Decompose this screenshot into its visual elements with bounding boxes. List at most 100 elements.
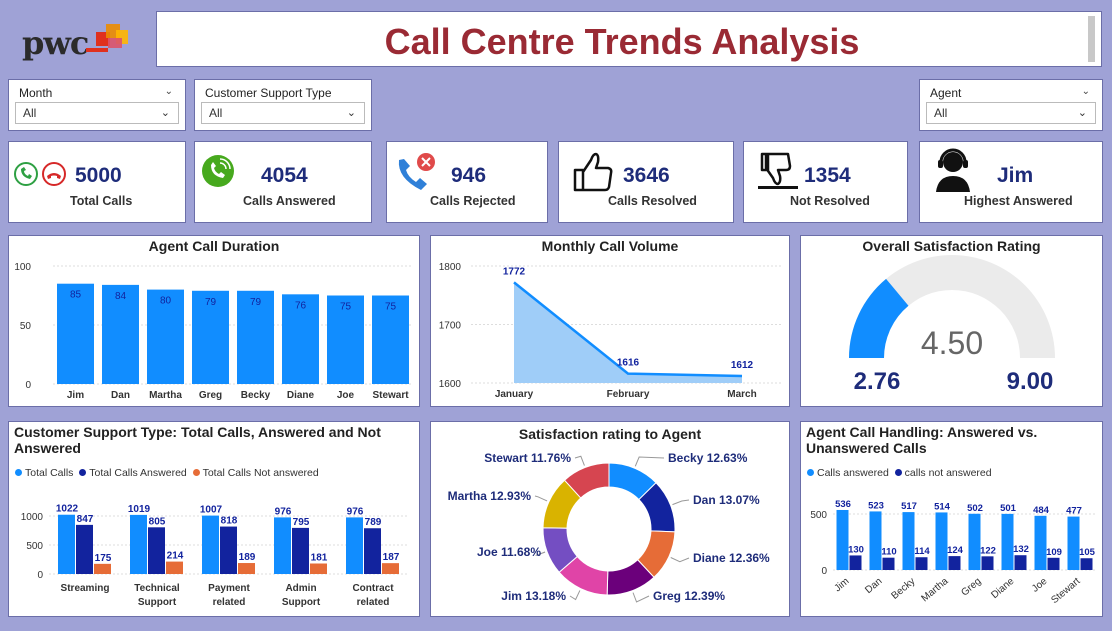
data-label: 214: [167, 551, 184, 562]
data-label: 1019: [128, 504, 151, 515]
title-bar: Call Centre Trends Analysis: [156, 11, 1102, 67]
bar: [382, 563, 399, 574]
data-label: 187: [383, 552, 400, 563]
x-tick-label: Dan: [863, 576, 884, 596]
kpi-label: Not Resolved: [790, 194, 870, 208]
slice-label: Stewart 11.76%: [484, 451, 571, 465]
x-tick-label: Technical: [134, 583, 180, 594]
y-tick-label: 1000: [21, 512, 44, 523]
data-label: 122: [980, 545, 996, 556]
x-tick-label: related: [213, 597, 246, 608]
bar: [274, 517, 291, 574]
chevron-down-icon: ⌄: [1077, 107, 1087, 119]
kpi-calls-resolved: 3646 Calls Resolved: [558, 141, 734, 223]
data-label: 110: [881, 547, 896, 558]
kpi-label: Calls Answered: [243, 194, 336, 208]
x-tick-label: Jim: [67, 390, 84, 401]
x-tick-label: Diane: [287, 390, 315, 401]
kpi-value: Jim: [997, 164, 1034, 187]
slice-label: Jim 13.18%: [501, 589, 566, 603]
data-label: 1616: [617, 358, 640, 369]
support-type-slicer[interactable]: Customer Support Type All ⌄: [194, 79, 372, 131]
chart-title: Agent Call Handling: Answered vs. Unansw…: [806, 424, 1038, 456]
data-label: 181: [311, 553, 328, 564]
bar: [94, 563, 111, 574]
kpi-label: Calls Resolved: [608, 194, 697, 208]
chart-title: Agent Call Duration: [148, 238, 280, 254]
data-label: 789: [365, 517, 382, 528]
bar: [220, 526, 237, 574]
legend-dot: [192, 469, 200, 476]
bar: [76, 524, 93, 574]
legend-dot: [894, 469, 902, 476]
chevron-down-icon[interactable]: ⌄: [164, 86, 173, 97]
x-tick-label: Becky: [241, 390, 271, 401]
bar: [364, 528, 381, 574]
chart-title: Overall Satisfaction Rating: [862, 238, 1041, 254]
bar: [166, 561, 183, 574]
y-tick-label: 1800: [439, 262, 462, 273]
data-label: 1022: [56, 504, 79, 515]
data-label: 795: [293, 517, 310, 528]
x-tick-label: Greg: [959, 576, 983, 599]
data-label: 85: [70, 290, 82, 301]
legend-dot: [807, 469, 814, 476]
leader-line: [569, 590, 581, 601]
kpi-calls-rejected: 946 Calls Rejected: [386, 141, 548, 223]
agent-value: All: [934, 106, 948, 120]
kpi-value: 946: [451, 164, 487, 187]
x-tick-label: Admin: [285, 583, 316, 594]
y-tick-label: 0: [821, 566, 827, 577]
data-label: 501: [1000, 503, 1017, 514]
bar: [102, 284, 139, 384]
data-label: 84: [115, 291, 127, 302]
leader-line: [534, 495, 548, 502]
data-label: 805: [149, 516, 166, 527]
bar: [836, 509, 849, 570]
data-label: 175: [95, 553, 112, 564]
data-label: 536: [835, 499, 851, 510]
legend-item: Total Calls Not answered: [202, 467, 319, 479]
month-dropdown[interactable]: All ⌄: [15, 102, 179, 124]
bar: [192, 290, 229, 384]
bar: [238, 563, 255, 574]
bar: [58, 514, 75, 574]
support-type-value: All: [209, 106, 223, 120]
title-scrollbar[interactable]: [1088, 16, 1095, 62]
leader-line: [670, 557, 690, 563]
data-label: 517: [901, 501, 917, 512]
agent-headset-icon: [936, 148, 970, 192]
legend-dot: [79, 469, 87, 476]
data-label: 502: [967, 503, 983, 514]
data-label: 847: [77, 514, 94, 525]
chart-title: Monthly Call Volume: [541, 238, 679, 254]
x-tick-label: Streaming: [61, 583, 110, 594]
bar: [202, 515, 219, 574]
agent-dropdown[interactable]: All ⌄: [926, 102, 1096, 124]
satisfaction-gauge: 4.50 2.76 9.00: [849, 255, 1055, 395]
data-label: 130: [848, 544, 864, 555]
support-type-card: Customer Support Type: Total Calls, Answ…: [8, 421, 420, 617]
kpi-label: Calls Rejected: [430, 194, 516, 208]
series-line: [513, 281, 743, 378]
slice-label: Becky 12.63%: [668, 451, 748, 465]
data-label: 75: [385, 302, 397, 313]
x-tick-label: Contract: [352, 583, 394, 594]
chevron-down-icon[interactable]: ⌄: [1081, 86, 1090, 97]
bar: [869, 511, 882, 570]
y-tick-label: 100: [14, 262, 31, 273]
x-tick-label: related: [357, 597, 390, 608]
chart-title: Satisfaction rating to Agent: [518, 426, 702, 442]
bar: [1014, 555, 1027, 570]
data-label: 79: [250, 297, 262, 308]
x-tick-label: Dan: [111, 390, 130, 401]
agent-rating-donut: Becky 12.63% Dan 13.07% Diane 12.36% Greg 1…: [448, 451, 770, 603]
data-label: 105: [1079, 547, 1096, 558]
chevron-down-icon: ⌄: [160, 107, 170, 119]
x-tick-label: Greg: [199, 390, 222, 401]
x-tick-label: Support: [282, 597, 321, 608]
agent-slicer[interactable]: Agent ⌄ All ⌄: [919, 79, 1103, 131]
month-slicer[interactable]: Month ⌄ All ⌄: [8, 79, 186, 131]
kpi-label: Total Calls: [70, 194, 133, 208]
support-type-dropdown[interactable]: All ⌄: [201, 102, 365, 124]
